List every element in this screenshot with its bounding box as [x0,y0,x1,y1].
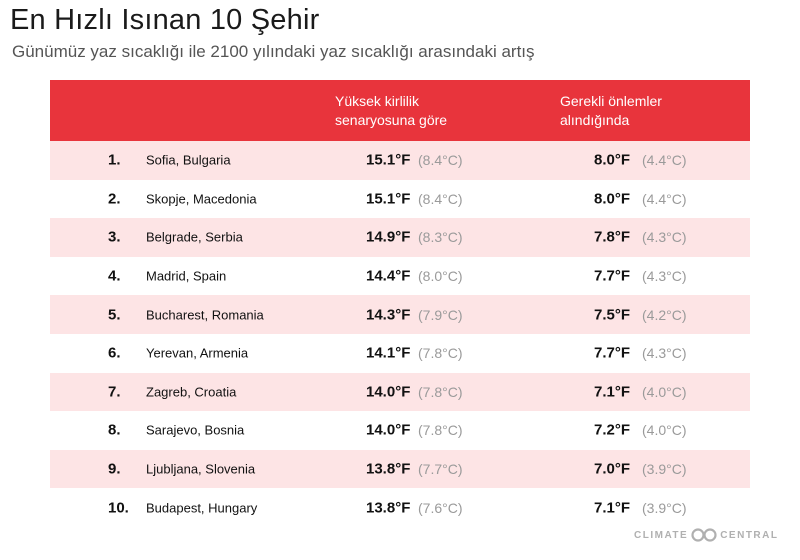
row-city: Budapest, Hungary [146,500,258,516]
row-low-fahrenheit: 7.5°F [594,306,631,324]
row-low-fahrenheit: 7.7°F [594,344,631,362]
climate-central-logo: CLIMATE CENTRAL [634,528,778,542]
row-low-celsius: (4.0°C) [642,383,687,400]
row-rank: 8. [108,421,121,439]
row-city: Sarajevo, Bosnia [146,422,245,438]
row-high-celsius: (7.8°C) [418,422,463,439]
row-high-fahrenheit: 13.8°F [366,499,411,517]
row-low-fahrenheit: 7.8°F [594,228,631,246]
row-city: Zagreb, Croatia [146,384,237,400]
header-mitigation: Gerekli önlemler alındığında [560,92,710,130]
row-high-celsius: (7.7°C) [418,461,463,478]
row-high-fahrenheit: 14.9°F [366,228,411,246]
row-low-fahrenheit: 8.0°F [594,190,631,208]
table-row: 4. Madrid, Spain 14.4°F (8.0°C) 7.7°F (4.3°C) [50,257,750,296]
row-rank: 10. [108,499,129,517]
logo-right-text: CENTRAL [720,529,779,541]
page-title: En Hızlı Isınan 10 Şehir [10,4,320,36]
row-rank: 9. [108,460,121,478]
row-rank: 2. [108,190,121,208]
table-row: 10. Budapest, Hungary 13.8°F (7.6°C) 7.1°F (3… [50,488,750,527]
row-high-celsius: (7.8°C) [418,345,463,362]
table-row: 3. Belgrade, Serbia 14.9°F (8.3°C) 7.8°F (4.3… [50,218,750,257]
row-low-fahrenheit: 7.2°F [594,421,631,439]
logo-left-text: CLIMATE [634,529,689,541]
header-high-pollution: Yüksek kirlilik senaryosuna göre [335,92,485,130]
row-city: Bucharest, Romania [146,307,264,323]
row-city: Belgrade, Serbia [146,229,243,245]
table-row: 5. Bucharest, Romania 14.3°F (7.9°C) 7.5°F (4… [50,295,750,334]
row-high-fahrenheit: 15.1°F [366,190,411,208]
table-row: 7. Zagreb, Croatia 14.0°F (7.8°C) 7.1°F (4.0°… [50,372,750,412]
table-row: 6. Yerevan, Armenia 14.1°F (7.8°C) 7.7°F (4.3… [50,334,750,373]
header-mitigation-line1: Gerekli önlemler [560,93,662,109]
table-row: 8. Sarajevo, Bosnia 14.0°F (7.8°C) 7.2°F (4.0… [50,411,750,450]
row-rank: 4. [108,267,121,285]
row-high-fahrenheit: 15.1°F [366,151,411,169]
row-high-fahrenheit: 14.1°F [366,344,411,362]
row-low-fahrenheit: 7.0°F [594,460,631,478]
table-row: 2. Skopje, Macedonia 15.1°F (8.4°C) 8.0°F (4.… [50,180,750,219]
row-low-celsius: (4.2°C) [642,306,687,323]
row-low-celsius: (4.3°C) [642,268,687,285]
row-high-fahrenheit: 14.3°F [366,306,411,324]
row-rank: 6. [108,344,121,362]
row-high-celsius: (7.6°C) [418,499,463,516]
row-low-celsius: (3.9°C) [642,499,687,516]
row-high-fahrenheit: 13.8°F [366,460,411,478]
row-rank: 3. [108,228,121,246]
row-low-celsius: (3.9°C) [642,461,687,478]
row-high-celsius: (7.8°C) [418,383,463,400]
row-high-fahrenheit: 14.0°F [366,421,411,439]
header-mitigation-line2: alındığında [560,112,630,128]
row-high-celsius: (8.4°C) [418,190,463,207]
row-low-fahrenheit: 7.1°F [594,383,631,401]
page-subtitle: Günümüz yaz sıcaklığı ile 2100 yılındaki… [12,42,535,61]
row-city: Sofia, Bulgaria [146,152,231,168]
row-rank: 1. [108,151,121,169]
table-body: 1. Sofia, Bulgaria 15.1°F (8.4°C) 8.0°F (4.4°… [50,141,750,527]
table-header: Yüksek kirlilik senaryosuna göre Gerekli… [50,80,750,141]
header-high-pollution-line2: senaryosuna göre [335,112,448,128]
row-low-fahrenheit: 8.0°F [594,151,631,169]
climate-central-logo-icon [691,528,717,542]
row-rank: 7. [108,383,121,401]
row-low-celsius: (4.4°C) [642,152,687,169]
table-row: 9. Ljubljana, Slovenia 13.8°F (7.7°C) 7.0°F (… [50,449,750,489]
row-rank: 5. [108,306,121,324]
row-low-fahrenheit: 7.1°F [594,499,631,517]
row-city: Madrid, Spain [146,268,227,284]
row-low-fahrenheit: 7.7°F [594,267,631,285]
row-city: Skopje, Macedonia [146,191,257,207]
row-high-fahrenheit: 14.0°F [366,383,411,401]
row-low-celsius: (4.4°C) [642,190,687,207]
ranking-table: Yüksek kirlilik senaryosuna göre Gerekli… [50,80,750,527]
row-city: Yerevan, Armenia [146,345,249,361]
row-high-celsius: (8.0°C) [418,268,463,285]
header-high-pollution-line1: Yüksek kirlilik [335,93,420,109]
table-row: 1. Sofia, Bulgaria 15.1°F (8.4°C) 8.0°F (4.4°… [50,141,750,180]
row-high-fahrenheit: 14.4°F [366,267,411,285]
row-high-celsius: (8.3°C) [418,229,463,246]
row-city: Ljubljana, Slovenia [146,461,256,477]
row-high-celsius: (8.4°C) [418,152,463,169]
row-high-celsius: (7.9°C) [418,306,463,323]
row-low-celsius: (4.3°C) [642,345,687,362]
row-low-celsius: (4.3°C) [642,229,687,246]
row-low-celsius: (4.0°C) [642,422,687,439]
